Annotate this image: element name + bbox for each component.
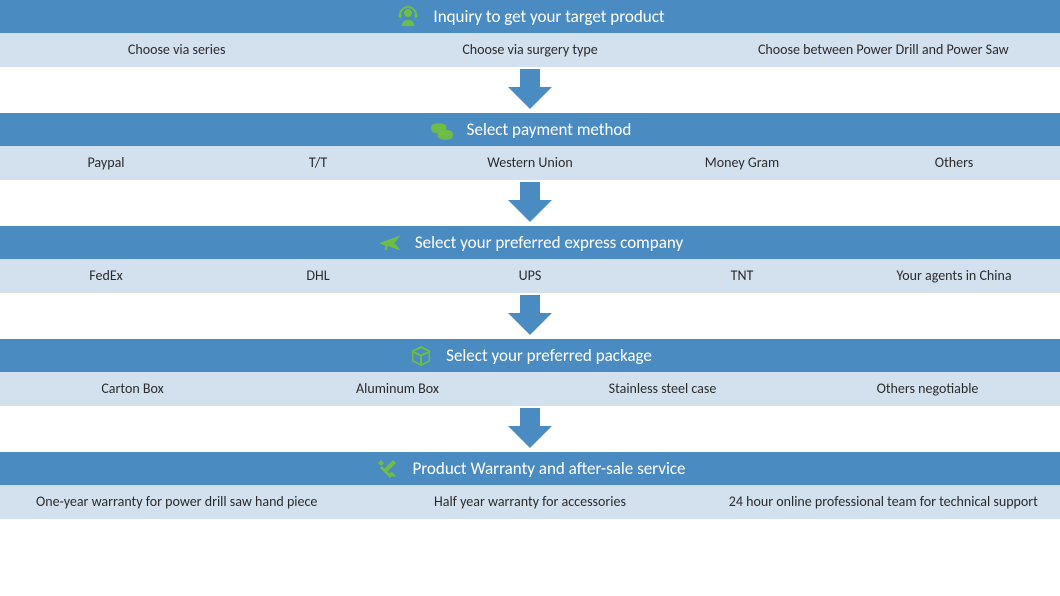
- step-4-option: Others negotiable: [795, 372, 1060, 406]
- step-2-options: PaypalT/TWestern UnionMoney GramOthers: [0, 146, 1060, 180]
- step-1-option: Choose via series: [0, 33, 353, 67]
- step-2-option: Money Gram: [636, 146, 848, 180]
- step-3: Select your preferred express company Fed…: [0, 226, 1060, 293]
- step-4: Select your preferred package Carton BoxA…: [0, 339, 1060, 406]
- coins-icon: [429, 117, 455, 143]
- step-3-option: DHL: [212, 259, 424, 293]
- step-1: Inquiry to get your target product Choose…: [0, 0, 1060, 67]
- step-2-option: Western Union: [424, 146, 636, 180]
- step-5-options: One-year warranty for power drill saw ha…: [0, 485, 1060, 519]
- step-5-title: Product Warranty and after-sale service: [412, 458, 685, 479]
- step-4-header: Select your preferred package: [0, 339, 1060, 372]
- step-1-title: Inquiry to get your target product: [433, 6, 664, 27]
- flow-arrow: [0, 293, 1060, 339]
- step-4-option: Stainless steel case: [530, 372, 795, 406]
- flow-arrow: [0, 406, 1060, 452]
- step-3-option: TNT: [636, 259, 848, 293]
- step-4-options: Carton BoxAluminum BoxStainless steel ca…: [0, 372, 1060, 406]
- arrow-down-icon: [505, 182, 555, 224]
- step-5-option: Half year warranty for accessories: [353, 485, 706, 519]
- step-3-header: Select your preferred express company: [0, 226, 1060, 259]
- step-4-option: Aluminum Box: [265, 372, 530, 406]
- step-2-title: Select payment method: [467, 119, 632, 140]
- step-2: Select payment method PaypalT/TWestern Un…: [0, 113, 1060, 180]
- arrow-down-icon: [505, 408, 555, 450]
- step-5-option: 24 hour online professional team for tec…: [707, 485, 1060, 519]
- step-2-option: T/T: [212, 146, 424, 180]
- step-1-option: Choose via surgery type: [353, 33, 706, 67]
- flow-arrow: [0, 180, 1060, 226]
- step-4-option: Carton Box: [0, 372, 265, 406]
- headset-icon: [395, 4, 421, 30]
- step-4-title: Select your preferred package: [446, 345, 652, 366]
- step-3-option: FedEx: [0, 259, 212, 293]
- process-flowchart: Inquiry to get your target product Choose…: [0, 0, 1060, 519]
- step-3-title: Select your preferred express company: [415, 232, 683, 253]
- plane-icon: [377, 230, 403, 256]
- step-2-option: Others: [848, 146, 1060, 180]
- step-3-option: UPS: [424, 259, 636, 293]
- step-5-option: One-year warranty for power drill saw ha…: [0, 485, 353, 519]
- flow-arrow: [0, 67, 1060, 113]
- tools-icon: [374, 456, 400, 482]
- arrow-down-icon: [505, 69, 555, 111]
- step-1-options: Choose via seriesChoose via surgery type…: [0, 33, 1060, 67]
- step-2-header: Select payment method: [0, 113, 1060, 146]
- box-icon: [408, 343, 434, 369]
- step-3-options: FedExDHLUPSTNTYour agents in China: [0, 259, 1060, 293]
- step-5-header: Product Warranty and after-sale service: [0, 452, 1060, 485]
- step-2-option: Paypal: [0, 146, 212, 180]
- step-1-header: Inquiry to get your target product: [0, 0, 1060, 33]
- step-3-option: Your agents in China: [848, 259, 1060, 293]
- step-5: Product Warranty and after-sale service O…: [0, 452, 1060, 519]
- step-1-option: Choose between Power Drill and Power Saw: [707, 33, 1060, 67]
- arrow-down-icon: [505, 295, 555, 337]
